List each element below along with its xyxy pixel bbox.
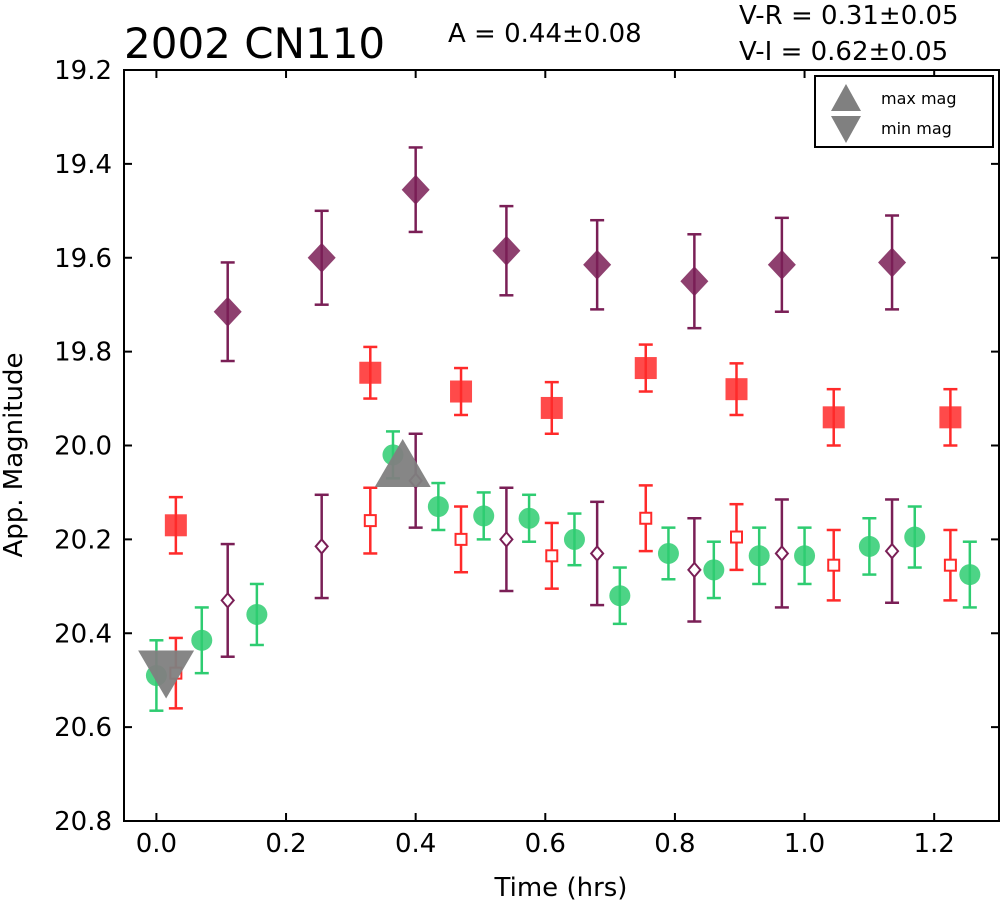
x-tick-label: 0.2 [265,829,306,859]
plot-area [138,146,981,712]
circle-point [794,545,816,567]
v-r-annotation: V-R = 0.31±0.05 [739,1,959,31]
circle-point [473,505,495,527]
amplitude-annotation: A = 0.44±0.08 [448,19,642,49]
x-tick-label: 0.6 [525,829,566,859]
open-square-point [730,530,743,544]
x-tick-label: 1.2 [914,829,955,859]
open-diamond-point [774,544,790,562]
y-tick-label: 20.0 [54,432,112,462]
diamond-point [680,266,709,297]
open-square-point [639,511,653,525]
square-point [634,357,657,380]
open-diamond-point [314,537,330,555]
axis-ticks: 0.0 0.2 0.4 0.6 0.8 1.0 1.2 19.2 19.4 19.6 19.8 20.… [54,56,999,859]
min-mag-marker [138,650,195,699]
open-square-point [363,514,377,528]
legend-min-mag-icon [831,116,861,143]
x-tick-label: 0.4 [395,829,436,859]
circle-point [904,526,926,548]
circle-point [518,507,540,529]
diamond-point [583,249,612,280]
square-point [164,514,187,537]
open-square-point [943,558,957,572]
open-square-point [827,558,841,572]
circle-point [703,559,725,581]
square-point [939,406,962,429]
diamond-point [307,242,336,273]
y-tick-label: 20.2 [54,525,112,555]
circle-point [609,585,631,607]
legend-max-mag-icon [831,84,861,111]
square-point [725,378,748,401]
open-diamond-point [589,544,605,562]
diamond-point [878,247,907,278]
circle-point [246,603,268,625]
open-square-point [454,532,468,546]
open-diamond-point [220,591,236,609]
y-tick-label: 20.6 [54,713,112,743]
diamond-point [767,249,796,280]
open-diamond-point [884,542,900,560]
open-diamond-point [499,530,514,548]
x-axis-label: Time (hrs) [494,873,628,903]
y-tick-label: 20.4 [54,619,112,649]
legend-label-min-mag: min mag [881,119,952,138]
y-tick-label: 20.8 [54,807,112,837]
y-tick-label: 19.2 [54,56,112,86]
x-tick-label: 0.8 [654,829,695,859]
circle-point [748,545,770,567]
v-i-annotation: V-I = 0.62±0.05 [739,37,948,67]
y-tick-label: 19.4 [54,150,112,180]
diamond-point [213,296,242,327]
square-point [822,406,845,429]
y-tick-label: 19.6 [54,244,112,274]
circle-point [427,496,449,518]
square-point [540,396,563,419]
circle-point [563,528,585,550]
circle-point [959,564,981,586]
open-diamond-point [687,561,702,579]
open-square-point [545,549,559,563]
circle-point [657,542,679,564]
plot-frame [123,69,1000,822]
chart-title: 2002 CN110 [124,19,385,68]
max-mag-marker [374,438,431,487]
square-point [359,361,382,384]
circle-point [858,535,880,557]
square-point [450,380,473,403]
x-tick-label: 0.0 [136,829,177,859]
y-axis-label: App. Magnitude [0,352,29,557]
diamond-point [492,235,521,266]
x-tick-label: 1.0 [784,829,825,859]
legend-label-max-mag: max mag [881,89,957,108]
circle-point [191,629,213,651]
diamond-point [401,174,430,205]
y-tick-label: 19.8 [54,338,112,368]
legend: max mag min mag [814,75,994,148]
